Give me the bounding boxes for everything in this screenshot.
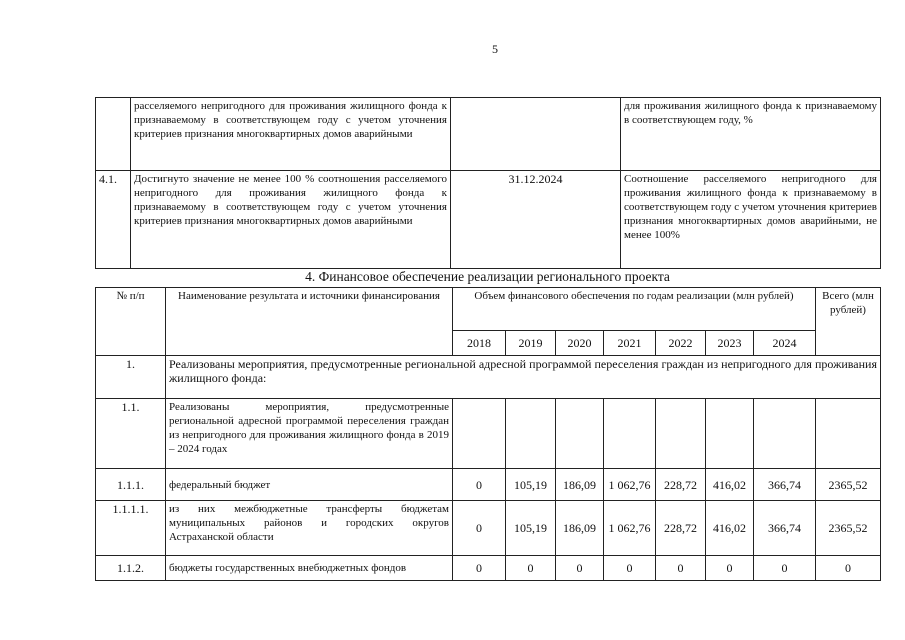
row-text: Реализованы мероприятия, предусмотренные… (165, 355, 881, 399)
value-cell: 0 (452, 555, 506, 581)
value-cell: 1 062,76 (603, 468, 656, 501)
row-number: 1.1.1.1. (95, 500, 166, 556)
value-cell: 0 (505, 555, 556, 581)
value-cell (753, 398, 816, 469)
table-row: 1.1.1. федеральный бюджет 0 105,19 186,0… (95, 468, 881, 501)
value-cell: 0 (705, 555, 754, 581)
table-row: 1.1.1.1. из них межбюджетные трансферты … (95, 500, 881, 556)
value-cell: 0 (555, 555, 604, 581)
value-cell: 0 (753, 555, 816, 581)
value-cell (655, 398, 706, 469)
value-cell: 186,09 (555, 500, 604, 556)
row-number: 1. (95, 355, 166, 399)
value-cell (505, 398, 556, 469)
value-cell (555, 398, 604, 469)
value-cell (452, 398, 506, 469)
value-cell: 105,19 (505, 468, 556, 501)
total-cell: 2365,52 (815, 468, 881, 501)
value-cell: 0 (603, 555, 656, 581)
value-cell: 0 (452, 500, 506, 556)
value-cell: 1 062,76 (603, 500, 656, 556)
value-cell: 105,19 (505, 500, 556, 556)
section-heading: 4. Финансовое обеспечение реализации рег… (305, 269, 670, 284)
result-text: расселяемого непригодного для проживания… (130, 97, 451, 171)
value-cell: 416,02 (705, 500, 754, 556)
header-years-row: 2018 2019 2020 2021 2022 2023 2024 (96, 330, 881, 356)
header-num: № п/п (95, 287, 166, 356)
header-year: 2022 (655, 330, 706, 356)
row-number: 1.1.1. (95, 468, 166, 501)
result-date (450, 97, 621, 171)
result-date: 31.12.2024 (450, 170, 621, 269)
header-year: 2020 (555, 330, 604, 356)
total-cell: 2365,52 (815, 500, 881, 556)
row-name: бюджеты государственных внебюджетных фон… (165, 555, 453, 581)
row-name: Реализованы мероприятия, предусмотренные… (165, 398, 453, 469)
finance-table: № п/п Наименование результата и источник… (95, 287, 881, 581)
value-cell: 228,72 (655, 468, 706, 501)
result-description: для проживания жилищного фонда к признав… (620, 97, 881, 171)
value-cell (705, 398, 754, 469)
header-volume: Объем финансового обеспечения по годам р… (452, 287, 816, 331)
header-row: № п/п Наименование результата и источник… (95, 287, 881, 356)
table-row: 4.1. Достигнуто значение не менее 100 % … (95, 170, 881, 269)
header-total: Всего (млн рублей) (815, 287, 881, 356)
table-row: расселяемого непригодного для проживания… (95, 97, 881, 171)
header-year: 2024 (753, 330, 816, 356)
header-year: 2019 (505, 330, 556, 356)
row-number (95, 97, 131, 171)
header-year: 2018 (452, 330, 506, 356)
row-name: из них межбюджетные трансферты бюджетам … (165, 500, 453, 556)
result-description: Соотношение расселяемого непригодного дл… (620, 170, 881, 269)
result-text: Достигнуто значение не менее 100 % соотн… (130, 170, 451, 269)
value-cell: 186,09 (555, 468, 604, 501)
table-row: 1. Реализованы мероприятия, предусмотрен… (95, 355, 881, 399)
results-table: расселяемого непригодного для проживания… (95, 97, 881, 269)
value-cell: 228,72 (655, 500, 706, 556)
value-cell (603, 398, 656, 469)
page-number: 5 (492, 42, 498, 56)
header-name: Наименование результата и источники фина… (165, 287, 453, 356)
table-row: 1.1.2. бюджеты государственных внебюджет… (95, 555, 881, 581)
header-year: 2021 (603, 330, 656, 356)
row-name: федеральный бюджет (165, 468, 453, 501)
header-year: 2023 (705, 330, 754, 356)
total-cell (815, 398, 881, 469)
table-row: 1.1. Реализованы мероприятия, предусмотр… (95, 398, 881, 469)
value-cell: 366,74 (753, 468, 816, 501)
row-number: 1.1.2. (95, 555, 166, 581)
value-cell: 366,74 (753, 500, 816, 556)
value-cell: 416,02 (705, 468, 754, 501)
row-number: 1.1. (95, 398, 166, 469)
row-number: 4.1. (95, 170, 131, 269)
value-cell: 0 (655, 555, 706, 581)
value-cell: 0 (452, 468, 506, 501)
total-cell: 0 (815, 555, 881, 581)
